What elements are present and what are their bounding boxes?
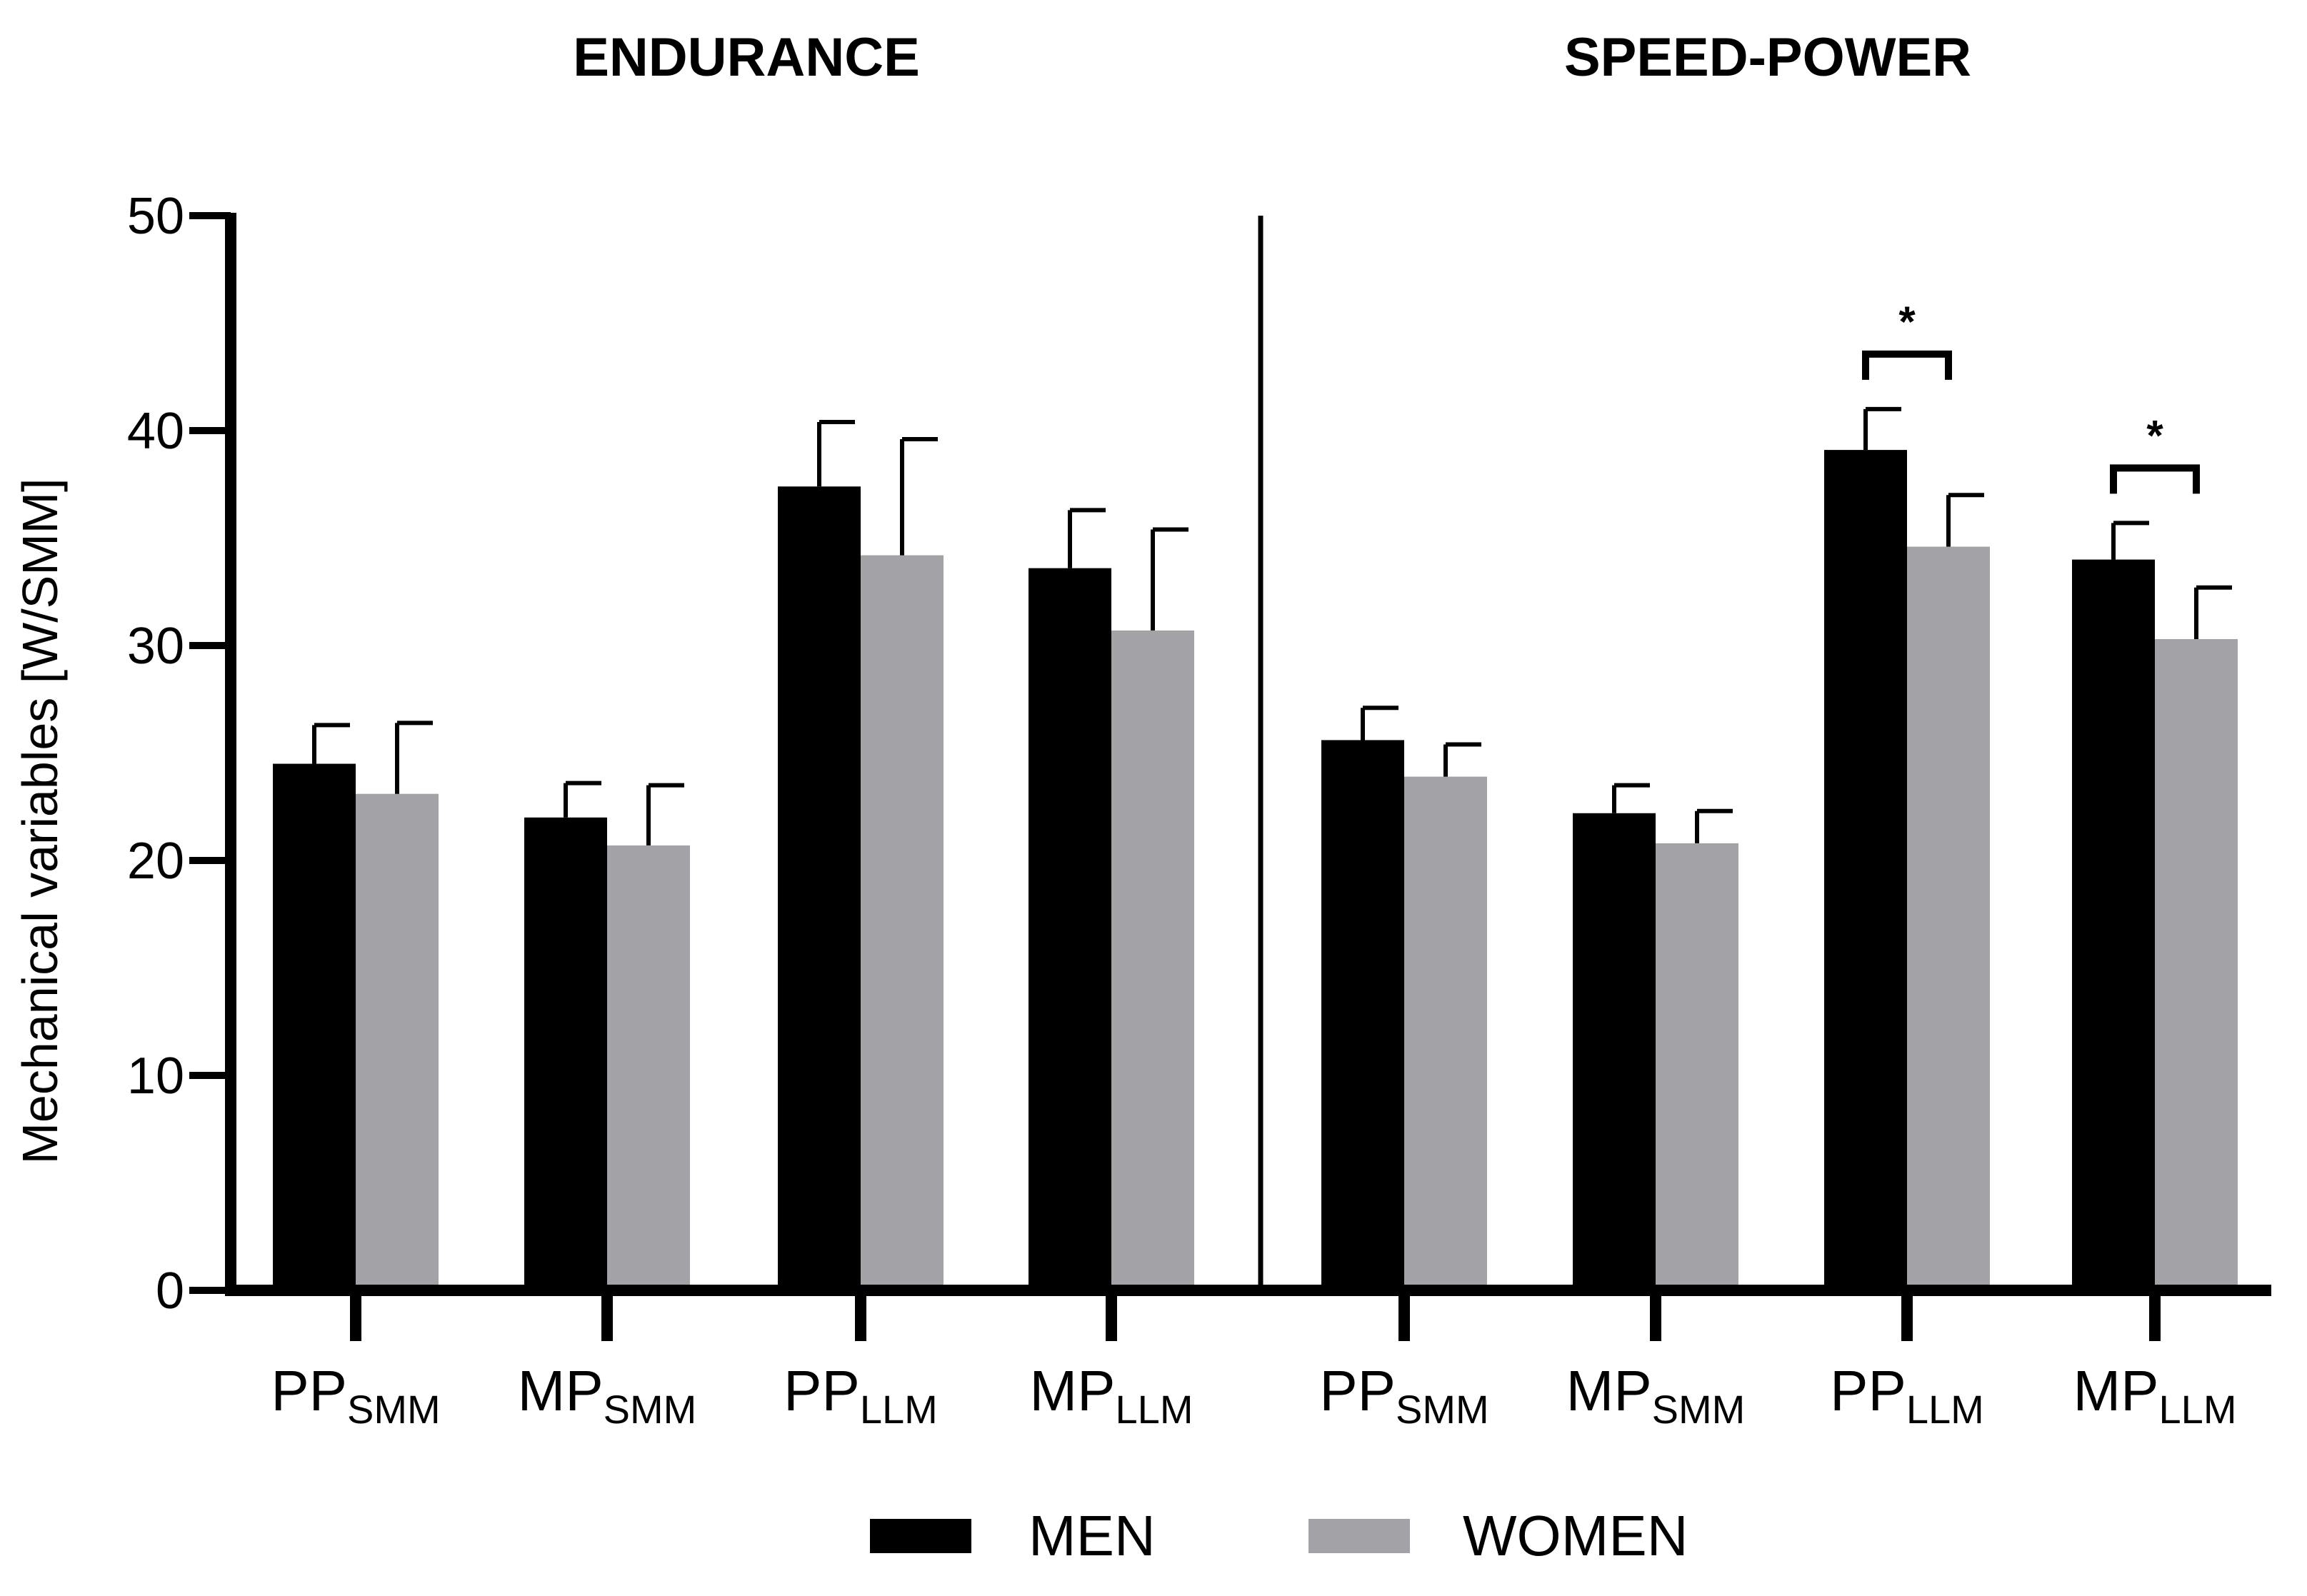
x-tick-label-p0-c3: MPLLM [1030, 1359, 1193, 1432]
bar-men-p1-c0 [1321, 740, 1404, 1290]
x-tick-label-p1-c3: MPLLM [2073, 1359, 2237, 1432]
bar-women-p1-c1 [1656, 843, 1738, 1290]
x-tick-label-p1-c1: MPSMM [1566, 1359, 1746, 1432]
x-tick-label-p0-c0: PPSMM [271, 1359, 440, 1432]
bar-men-p1-c1 [1573, 813, 1656, 1290]
x-tick-label-sub: LLM [2159, 1387, 2237, 1432]
x-tick-label-main: PP [1830, 1359, 1906, 1422]
x-tick-label-sub: SMM [1652, 1387, 1746, 1432]
legend-label-women: WOMEN [1463, 1504, 1688, 1567]
x-tick-label-main: PP [271, 1359, 347, 1422]
bar-women-p1-c2 [1907, 546, 1990, 1290]
bar-women-p0-c3 [1111, 630, 1194, 1290]
y-axis-label: Mechanical variables [W/SMM] [12, 478, 68, 1165]
axes [225, 213, 2271, 1296]
bar-men-p0-c2 [778, 486, 861, 1290]
x-tick-label-main: MP [518, 1359, 604, 1422]
panel-title-endurance: ENDURANCE [573, 27, 920, 88]
x-tick-label-sub: LLM [1906, 1387, 1984, 1432]
x-tick-label-sub: LLM [1116, 1387, 1193, 1432]
legend-swatch-men [870, 1519, 971, 1553]
x-tick-label-sub: SMM [604, 1387, 697, 1432]
x-tick-label-main: MP [2073, 1359, 2159, 1422]
legend-swatch-women [1308, 1519, 1410, 1553]
bar-women-p0-c1 [607, 845, 690, 1290]
bar-women-p0-c2 [861, 555, 944, 1290]
x-tick-label-main: PP [1319, 1359, 1396, 1422]
significance-bracket-1 [2110, 464, 2200, 494]
x-tick-label-main: MP [1566, 1359, 1652, 1422]
x-tick-label-main: MP [1030, 1359, 1116, 1422]
bar-women-p1-c0 [1404, 776, 1487, 1290]
legend: MEN WOMEN [870, 1504, 1688, 1567]
panel-title-speed-power: SPEED-POWER [1564, 27, 1971, 88]
bar-men-p0-c1 [524, 817, 607, 1290]
y-tick-label-30: 30 [127, 618, 184, 675]
y-tick-label-20: 20 [127, 833, 184, 890]
error-bars [312, 406, 2232, 845]
significance-markers: ** [1862, 298, 2200, 494]
x-tick-label-p1-c2: PPLLM [1830, 1359, 1984, 1432]
bar-men-p0-c0 [273, 763, 356, 1290]
bar-men-p1-c2 [1824, 450, 1907, 1290]
bar-women-p0-c0 [356, 793, 439, 1290]
x-tick-label-main: PP [784, 1359, 860, 1422]
x-tick-label-sub: SMM [1396, 1387, 1489, 1432]
significance-star-0: * [1898, 298, 1916, 346]
panel-titles: ENDURANCE SPEED-POWER [573, 27, 1971, 88]
x-tick-label-p0-c2: PPLLM [784, 1359, 938, 1432]
x-tick-label-p1-c0: PPSMM [1319, 1359, 1488, 1432]
y-tick-label-50: 50 [127, 188, 184, 245]
x-tick-label-sub: LLM [860, 1387, 938, 1432]
y-tick-label-40: 40 [127, 403, 184, 460]
bar-women-p1-c3 [2155, 638, 2238, 1290]
significance-bracket-0 [1862, 350, 1952, 380]
x-tick-label-sub: SMM [347, 1387, 441, 1432]
bars [273, 450, 2238, 1290]
x-ticks: PPSMM MPSMM PPLLM MPLLM PPSMM MPSMM PPLLM MPLLM [271, 1290, 2236, 1432]
bar-men-p0-c3 [1029, 568, 1111, 1290]
y-tick-label-0: 0 [156, 1263, 184, 1320]
x-tick-label-p0-c1: MPSMM [518, 1359, 697, 1432]
y-ticks: 0 10 20 30 40 50 [127, 188, 231, 1320]
y-tick-label-10: 10 [127, 1048, 184, 1105]
significance-star-1: * [2146, 411, 2163, 459]
legend-label-men: MEN [1029, 1504, 1156, 1567]
bar-men-p1-c3 [2072, 559, 2155, 1290]
